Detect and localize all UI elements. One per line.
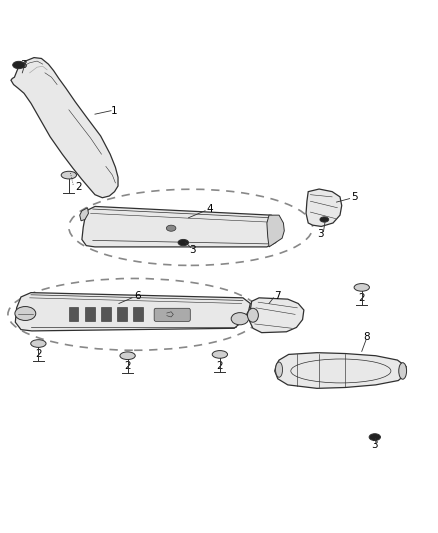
Ellipse shape bbox=[369, 434, 381, 440]
Text: 3: 3 bbox=[190, 245, 196, 255]
Ellipse shape bbox=[178, 239, 188, 246]
Polygon shape bbox=[15, 293, 251, 331]
Ellipse shape bbox=[320, 217, 328, 222]
Text: 6: 6 bbox=[134, 291, 141, 301]
Ellipse shape bbox=[231, 313, 249, 325]
Ellipse shape bbox=[31, 340, 46, 348]
Ellipse shape bbox=[13, 61, 25, 69]
Polygon shape bbox=[306, 189, 342, 227]
Polygon shape bbox=[82, 206, 282, 247]
Ellipse shape bbox=[166, 225, 176, 231]
Text: 3: 3 bbox=[371, 440, 378, 450]
Ellipse shape bbox=[61, 171, 77, 179]
Text: 2: 2 bbox=[358, 293, 365, 303]
Polygon shape bbox=[267, 215, 284, 247]
Text: 3: 3 bbox=[317, 229, 323, 239]
Text: 8: 8 bbox=[364, 332, 370, 342]
FancyBboxPatch shape bbox=[154, 308, 190, 321]
Polygon shape bbox=[133, 306, 143, 321]
Text: 3: 3 bbox=[20, 60, 26, 70]
Polygon shape bbox=[250, 298, 304, 333]
Polygon shape bbox=[101, 306, 111, 321]
Ellipse shape bbox=[15, 306, 36, 320]
Text: 4: 4 bbox=[206, 204, 213, 214]
Text: 2: 2 bbox=[35, 350, 42, 359]
Polygon shape bbox=[117, 306, 127, 321]
Ellipse shape bbox=[399, 362, 406, 379]
Text: 5: 5 bbox=[351, 192, 358, 202]
Ellipse shape bbox=[212, 351, 227, 358]
Ellipse shape bbox=[120, 352, 135, 360]
Polygon shape bbox=[80, 208, 88, 221]
Text: 7: 7 bbox=[275, 291, 281, 301]
Text: 2: 2 bbox=[216, 361, 223, 371]
Polygon shape bbox=[69, 306, 78, 321]
Text: 2: 2 bbox=[75, 182, 82, 192]
Ellipse shape bbox=[276, 362, 283, 377]
Polygon shape bbox=[85, 306, 95, 321]
Polygon shape bbox=[275, 353, 406, 389]
Ellipse shape bbox=[354, 284, 369, 291]
Ellipse shape bbox=[247, 308, 258, 322]
Polygon shape bbox=[11, 58, 118, 198]
Text: 1: 1 bbox=[110, 106, 117, 116]
Text: 2: 2 bbox=[124, 361, 131, 371]
